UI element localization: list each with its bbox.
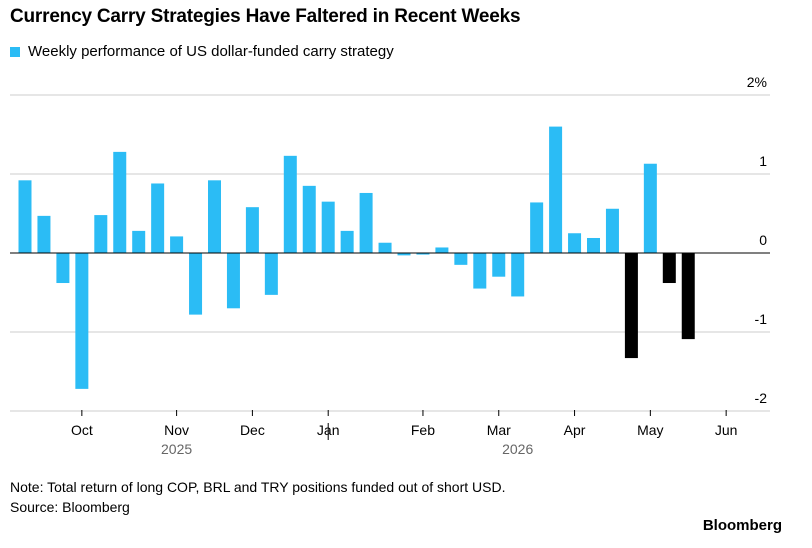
bar (568, 233, 582, 253)
x-tick-label: Apr (564, 422, 586, 438)
bar (530, 202, 544, 253)
bar (378, 242, 392, 253)
source-text: Source: Bloomberg (10, 499, 130, 515)
legend-swatch (10, 46, 20, 57)
bar (226, 253, 240, 309)
bar (454, 253, 468, 265)
x-tick-label: Nov (164, 422, 189, 438)
x-tick-label: May (637, 422, 663, 438)
chart-note: Note: Total return of long COP, BRL and … (10, 477, 505, 517)
bar (643, 163, 657, 253)
bar (113, 151, 127, 253)
x-tick-label: Dec (240, 422, 265, 438)
bar (37, 215, 51, 253)
y-tick-label: -1 (755, 311, 768, 327)
year-label: 2026 (502, 441, 533, 457)
bar (549, 126, 563, 253)
bar (94, 215, 108, 253)
bar (662, 253, 676, 284)
bar (587, 237, 600, 253)
legend: Weekly performance of US dollar-funded c… (10, 43, 394, 60)
bar (283, 155, 297, 253)
bar (75, 253, 89, 389)
y-tick-label: 0 (759, 232, 767, 248)
bar (397, 253, 411, 256)
x-tick-label: Oct (71, 422, 93, 438)
bloomberg-logo: Bloomberg (702, 517, 782, 534)
bar (492, 253, 506, 277)
bar (151, 183, 165, 253)
x-tick-label: Jun (715, 422, 738, 438)
bar (264, 253, 278, 295)
bar (624, 253, 638, 359)
x-tick-label: Mar (487, 422, 511, 438)
bar (681, 253, 695, 340)
note-text: Note: Total return of long COP, BRL and … (10, 479, 506, 495)
bar (56, 253, 70, 284)
bar (511, 253, 525, 297)
bar (189, 253, 203, 315)
y-tick-label: 2% (747, 74, 767, 90)
bar (416, 253, 430, 255)
bar (605, 208, 619, 253)
bar (340, 230, 354, 253)
bar (359, 192, 373, 253)
bar (321, 201, 335, 253)
year-label: 2025 (161, 441, 192, 457)
y-tick-label: 1 (759, 153, 767, 169)
y-tick-label: -2 (755, 390, 768, 406)
bar (435, 247, 449, 253)
bar (18, 180, 32, 253)
bar (208, 180, 221, 253)
bar (302, 185, 316, 253)
chart-title: Currency Carry Strategies Have Faltered … (10, 6, 521, 27)
x-tick-label: Feb (411, 422, 435, 438)
legend-label: Weekly performance of US dollar-funded c… (28, 43, 394, 60)
bar (473, 253, 487, 289)
bar (245, 207, 259, 253)
bar (132, 230, 146, 253)
bar (170, 236, 184, 253)
